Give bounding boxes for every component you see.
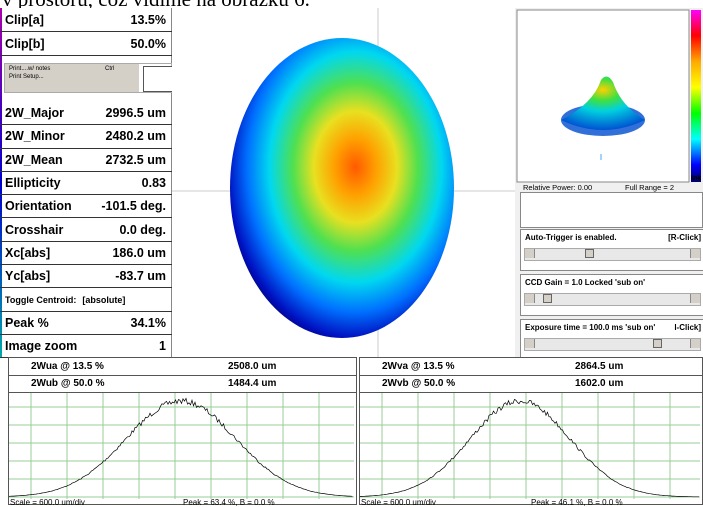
profile-value: 2508.0 um: [228, 361, 276, 372]
relative-power: Relative Power: 0.00: [523, 183, 592, 192]
beam-spot: [230, 38, 454, 338]
menu-item[interactable]: Print Setup...: [9, 74, 44, 80]
slider-thumb[interactable]: [585, 249, 594, 258]
stat-label: Clip[a]: [5, 13, 44, 27]
slider-arrow[interactable]: [690, 339, 700, 348]
stat-value: 186.0 um: [112, 246, 166, 260]
profile-label: 2Wva @ 13.5 %: [382, 361, 455, 372]
profile-scale: Scale = 600.0 um/div: [361, 498, 436, 507]
control-label: CCD Gain = 1.0 Locked 'sub on': [525, 278, 645, 287]
profile-label: 2Wua @ 13.5 %: [31, 361, 104, 372]
profile-peak: Peak = 46.1 %, B = 0.0 %: [531, 498, 623, 507]
control: Auto-Trigger is enabled. [R-Click]: [520, 229, 703, 271]
profile-panel: 2Wva @ 13.5 % 2864.5 um 2Wvb @ 50.0 % 1602.…: [359, 357, 703, 505]
stat-value: 2480.2 um: [106, 129, 166, 143]
slider-arrow[interactable]: [525, 339, 535, 348]
stat-row: Yc[abs] -83.7 um: [0, 265, 172, 288]
beam-image: [172, 8, 515, 358]
stat-value: 34.1%: [131, 316, 166, 330]
profile-row: 2Wua @ 13.5 % 2508.0 um: [9, 358, 356, 376]
stat-value: -83.7 um: [115, 269, 166, 283]
menu-box: [143, 66, 173, 92]
profile-panel: 2Wua @ 13.5 % 2508.0 um 2Wub @ 50.0 % 1484.…: [8, 357, 357, 505]
stat-label: Crosshair: [5, 223, 63, 237]
context-menu: Print....w/ notes Ctrl Print Setup...: [4, 63, 172, 93]
slider[interactable]: [524, 293, 701, 306]
colorbar: [691, 10, 701, 182]
view-3d: Ink: [515, 8, 703, 186]
stat-label: Ellipticity: [5, 176, 61, 190]
stat-value: 50.0%: [131, 37, 166, 51]
stat-row: Ellipticity 0.83: [0, 172, 172, 195]
profile-value: 1484.4 um: [228, 378, 276, 389]
stat-row: Image zoom 1: [0, 335, 172, 358]
stat-label: 2W_Major: [5, 106, 64, 120]
stat-row: Clip[a] 13.5%: [0, 8, 172, 32]
stat-value: 2732.5 um: [106, 153, 166, 167]
slider-arrow[interactable]: [690, 249, 700, 258]
stat-label: Clip[b]: [5, 37, 45, 51]
stat-value: 2996.5 um: [106, 106, 166, 120]
stat-value: 13.5%: [131, 13, 166, 27]
stat-label: Orientation: [5, 199, 72, 213]
control-hint: [R-Click]: [668, 233, 701, 242]
stat-value: [absolute]: [82, 295, 125, 305]
profile-row: 2Wva @ 13.5 % 2864.5 um: [360, 358, 702, 376]
right-panel: Ink Relative Power: 0.00 Full Range = 2 …: [515, 8, 703, 358]
stat-row[interactable]: Toggle Centroid: [absolute]: [0, 288, 172, 311]
stat-row: Crosshair 0.0 deg.: [0, 219, 172, 242]
profile-label: 2Wub @ 50.0 %: [31, 378, 104, 389]
status-box: [520, 192, 703, 228]
left-panel: Print....w/ notes Ctrl Print Setup... Cl…: [0, 8, 172, 358]
full-range: Full Range = 2: [625, 183, 674, 192]
slider-arrow[interactable]: [525, 294, 535, 303]
slider-arrow[interactable]: [690, 294, 700, 303]
stat-label: Image zoom: [5, 339, 77, 353]
stat-label: Toggle Centroid:: [5, 295, 76, 305]
stat-row: Xc[abs] 186.0 um: [0, 242, 172, 265]
menu-item[interactable]: Print....w/ notes: [9, 66, 50, 72]
stat-row: Orientation -101.5 deg.: [0, 195, 172, 218]
slider-thumb[interactable]: [653, 339, 662, 348]
profile-plot: [360, 393, 700, 499]
control-hint: l-Click]: [674, 323, 701, 332]
profile-row: 2Wub @ 50.0 % 1484.4 um: [9, 375, 356, 393]
profile-plot: [9, 393, 354, 499]
stat-row: 2W_Major 2996.5 um: [0, 102, 172, 125]
stat-row: Clip[b] 50.0%: [0, 32, 172, 56]
profile-scale: Scale = 600.0 um/div: [10, 498, 85, 507]
slider-thumb[interactable]: [543, 294, 552, 303]
menu-shortcut: Ctrl: [105, 66, 114, 72]
stat-label: Peak %: [5, 316, 49, 330]
slider[interactable]: [524, 338, 701, 351]
profile-value: 2864.5 um: [575, 361, 623, 372]
stat-label: 2W_Mean: [5, 153, 63, 167]
control-label: Exposure time = 100.0 ms 'sub on': [525, 323, 655, 332]
slider[interactable]: [524, 248, 701, 261]
stat-row: 2W_Minor 2480.2 um: [0, 125, 172, 148]
stat-value: 0.83: [142, 176, 166, 190]
screen: v prostoru, což vidíme na obrázku 6. Pri…: [0, 0, 703, 505]
beam-view: [172, 8, 515, 358]
stat-row: Peak % 34.1%: [0, 312, 172, 335]
control-label: Auto-Trigger is enabled.: [525, 233, 617, 242]
profile-value: 1602.0 um: [575, 378, 623, 389]
control: CCD Gain = 1.0 Locked 'sub on': [520, 274, 703, 316]
stat-value: 0.0 deg.: [119, 223, 166, 237]
stat-value: 1: [159, 339, 166, 353]
profile-curve: [360, 399, 699, 496]
stat-label: Xc[abs]: [5, 246, 50, 260]
control: Exposure time = 100.0 ms 'sub on' l-Click…: [520, 319, 703, 361]
profile-curve: [9, 398, 353, 496]
profile-label: 2Wvb @ 50.0 %: [382, 378, 455, 389]
profile-row: 2Wvb @ 50.0 % 1602.0 um: [360, 375, 702, 393]
profile-peak: Peak = 63.4 %, B = 0.0 %: [183, 498, 275, 507]
slider-arrow[interactable]: [525, 249, 535, 258]
stat-label: 2W_Minor: [5, 129, 65, 143]
stat-row: 2W_Mean 2732.5 um: [0, 149, 172, 172]
stat-value: -101.5 deg.: [101, 199, 166, 213]
stat-label: Yc[abs]: [5, 269, 50, 283]
colorbar-label: Ink: [691, 175, 701, 182]
